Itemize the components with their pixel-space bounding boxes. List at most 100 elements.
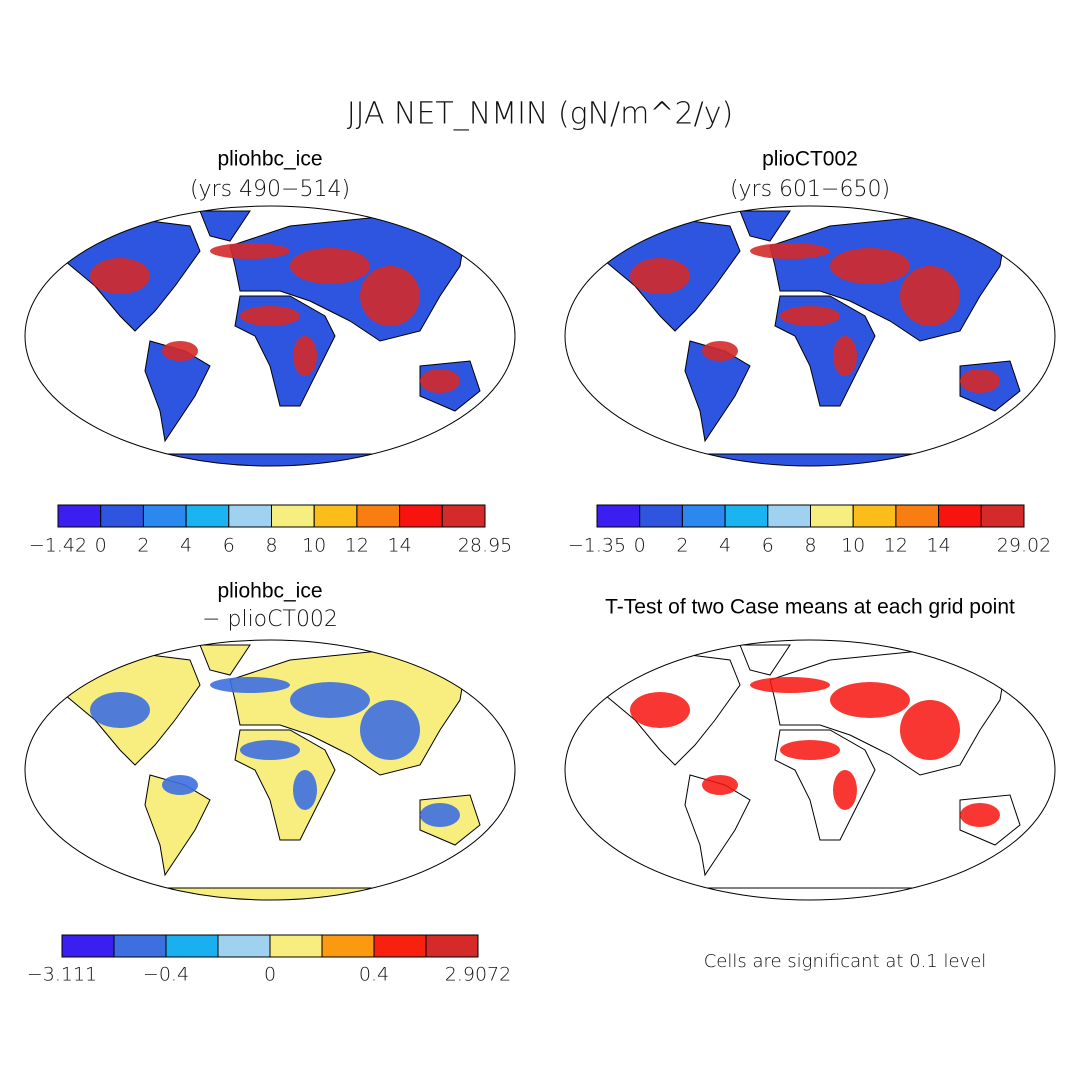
colorbar-swatch [217,934,271,958]
field-patch [293,336,317,376]
field-patch [630,692,690,728]
map [564,205,1056,467]
map-content [604,210,1021,466]
colorbar-swatch [321,934,375,958]
map-content [64,644,481,900]
colorbar-label: 8 [804,535,816,557]
colorbar-swatch [441,504,486,528]
field-patch [833,770,857,810]
colorbar-label: 2 [676,535,688,557]
field-patch [240,740,300,760]
colorbar-label: −1.35 [568,535,626,557]
panel-title: pliohbc_ice [217,580,322,603]
colorbar-swatch [356,504,401,528]
colorbar-swatch [895,504,940,528]
panel-title: plioCT002 [762,148,858,171]
field-patch [162,341,198,361]
colorbar-swatch [724,504,769,528]
field-patch [830,248,910,284]
colorbar-swatch [165,934,219,958]
colorbar-swatch [810,504,854,528]
colorbar-label: 29.02 [997,535,1051,557]
field-patch [702,775,738,795]
figure-title: JJA NET_NMIN (gN/m^2/y) [347,97,733,132]
map-border [564,639,1056,901]
field-patch [290,682,370,718]
panel-title: T-Test of two Case means at each grid po… [605,596,1015,619]
field-patch [360,700,420,760]
colorbar-swatch [228,504,273,528]
panel-title: pliohbc_ice [217,148,322,171]
colorbar-label: 0 [634,535,646,557]
field-patch [293,770,317,810]
panel-subtitle: (yrs 601−650) [730,177,890,202]
colorbar-swatch [938,504,982,528]
field-patch [420,369,460,393]
colorbar-swatch [425,934,479,958]
panel-subtitle: − plioCT002 [202,607,338,632]
colorbar-swatch [185,504,230,528]
field-patch [210,243,290,259]
colorbar-label: 28.95 [458,535,512,557]
field-patch [360,266,420,326]
colorbar-label: 6 [762,535,774,557]
field-patch [750,243,830,259]
colorbar-label: 0 [95,535,107,557]
colorbar-label: 12 [884,535,908,557]
field-patch [702,341,738,361]
colorbar-label: 14 [927,535,951,557]
colorbar-label: −1.42 [29,535,87,557]
colorbar-swatch [313,504,358,528]
colorbar-label: 10 [841,535,865,557]
map-border [24,639,516,901]
colorbar-label: 8 [265,535,277,557]
field-patch [960,369,1000,393]
map-content [604,644,1021,900]
field-patch [630,258,690,294]
colorbar-label: 0 [264,964,276,986]
colorbar-swatch [142,504,187,528]
field-patch [90,258,150,294]
field-patch [960,803,1000,827]
field-patch [900,700,960,760]
field-patch [833,336,857,376]
field-patch [780,306,840,326]
field-patch [780,740,840,760]
colorbar-label: −0.4 [143,964,189,986]
colorbar-label: −3.111 [27,964,97,986]
map-border [564,205,1056,467]
colorbar-swatch [980,504,1025,528]
field-patch [750,677,830,693]
field-patch [240,306,300,326]
field-patch [830,682,910,718]
colorbar-swatch [100,504,144,528]
map [24,639,516,901]
colorbar-label: 14 [388,535,412,557]
colorbar-swatch [399,504,443,528]
field-patch [290,248,370,284]
colorbar-swatch [767,504,811,528]
colorbar-label: 4 [180,535,192,557]
field-patch [210,677,290,693]
field-patch [900,266,960,326]
colorbar-label: 0.4 [359,964,389,986]
colorbar-swatch [113,934,167,958]
colorbar-swatch [373,934,427,958]
colorbar-label: 12 [345,535,369,557]
colorbar-swatch [269,934,323,958]
map-content [64,210,481,466]
map-border [24,205,516,467]
panel-note: Cells are significant at 0.1 level [704,951,987,972]
colorbar-label: 6 [223,535,235,557]
colorbar-label: 2 [137,535,149,557]
colorbar-label: 2.9072 [445,964,511,986]
field-patch [420,803,460,827]
colorbar-label: 4 [719,535,731,557]
map [564,639,1056,901]
colorbar-swatch [596,504,641,528]
colorbar-swatch [639,504,683,528]
field-patch [162,775,198,795]
colorbar-swatch [57,504,102,528]
colorbar-swatch [681,504,726,528]
